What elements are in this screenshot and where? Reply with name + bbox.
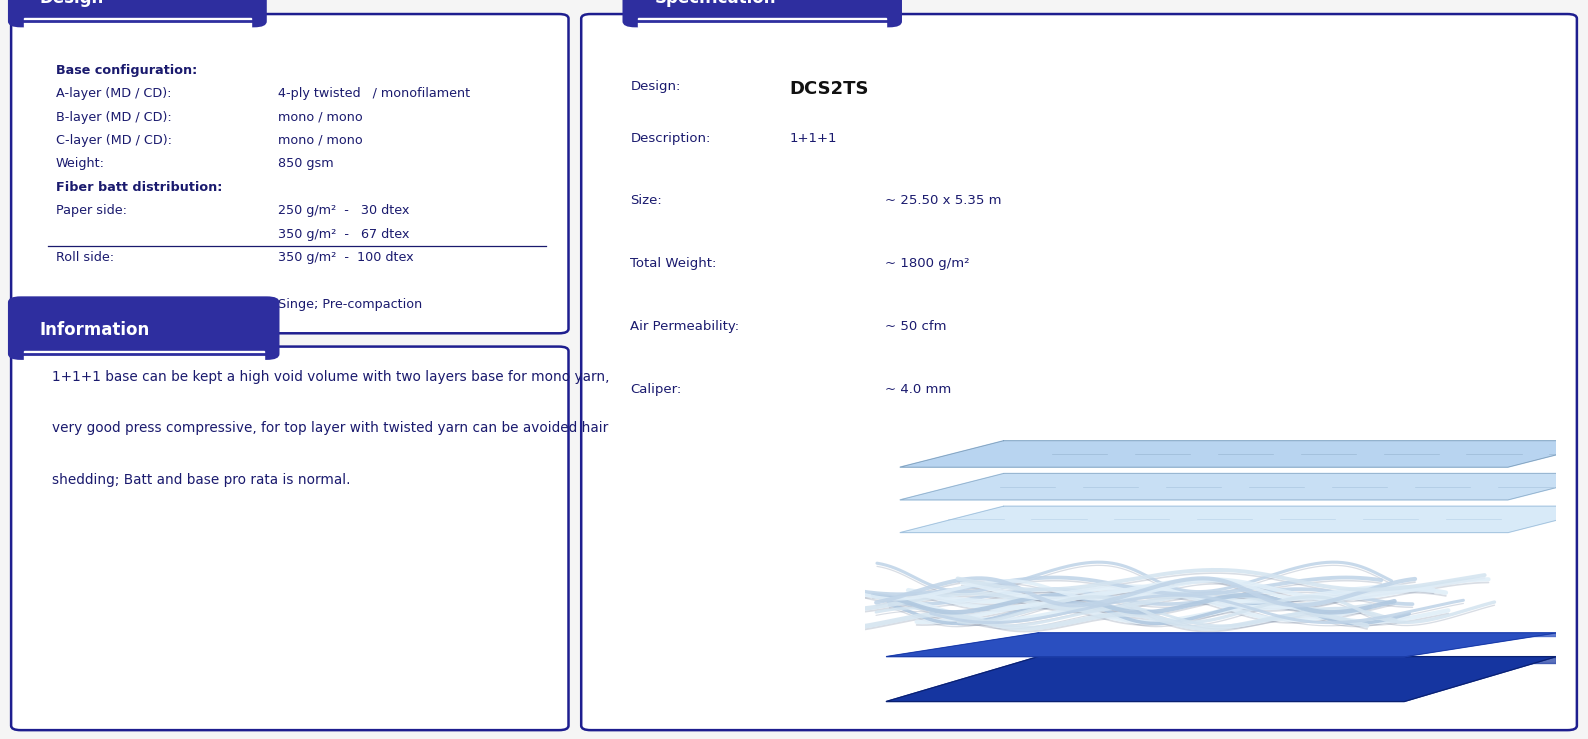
- Polygon shape: [1039, 657, 1556, 664]
- Text: Roll side:: Roll side:: [56, 251, 114, 264]
- Text: ~ 50 cfm: ~ 50 cfm: [885, 320, 946, 333]
- Text: very good press compressive, for top layer with twisted yarn can be avoided hair: very good press compressive, for top lay…: [52, 421, 608, 435]
- Polygon shape: [1004, 440, 1588, 445]
- Polygon shape: [1039, 633, 1556, 636]
- FancyBboxPatch shape: [8, 0, 267, 27]
- Text: Paper side:: Paper side:: [56, 204, 127, 217]
- Text: Caliper:: Caliper:: [630, 383, 681, 396]
- FancyBboxPatch shape: [622, 0, 902, 27]
- Text: Total Weight:: Total Weight:: [630, 257, 716, 270]
- Polygon shape: [886, 657, 1556, 701]
- Text: 250 g/m²  -   30 dtex: 250 g/m² - 30 dtex: [278, 204, 410, 217]
- Polygon shape: [1004, 506, 1588, 510]
- Text: 850 gsm: 850 gsm: [278, 157, 333, 170]
- Polygon shape: [886, 633, 1556, 657]
- Text: 1+1+1: 1+1+1: [789, 132, 837, 145]
- Text: Design: Design: [40, 0, 103, 7]
- Text: Base configuration:: Base configuration:: [56, 64, 197, 77]
- Bar: [21, 2, 254, 21]
- Polygon shape: [900, 474, 1588, 500]
- Text: 1+1+1 base can be kept a high void volume with two layers base for mono yarn,: 1+1+1 base can be kept a high void volum…: [52, 370, 610, 384]
- Text: Singe; Pre-compaction: Singe; Pre-compaction: [278, 298, 422, 310]
- FancyBboxPatch shape: [11, 347, 569, 730]
- FancyBboxPatch shape: [11, 14, 569, 333]
- Text: mono / mono: mono / mono: [278, 134, 362, 147]
- FancyBboxPatch shape: [8, 296, 279, 360]
- Text: ~ 25.50 x 5.35 m: ~ 25.50 x 5.35 m: [885, 194, 1000, 208]
- Text: DCS2TS: DCS2TS: [789, 80, 869, 98]
- Text: Treatment:: Treatment:: [56, 298, 135, 310]
- Text: 350 g/m²  -   67 dtex: 350 g/m² - 67 dtex: [278, 228, 410, 240]
- Polygon shape: [1004, 474, 1588, 477]
- Text: 350 g/m²  -  100 dtex: 350 g/m² - 100 dtex: [278, 251, 413, 264]
- FancyBboxPatch shape: [581, 14, 1577, 730]
- Bar: [635, 2, 889, 21]
- Text: Description:: Description:: [630, 132, 711, 145]
- Text: 4-ply twisted   / monofilament: 4-ply twisted / monofilament: [278, 87, 470, 100]
- Text: ~ 1800 g/m²: ~ 1800 g/m²: [885, 257, 969, 270]
- Bar: [21, 335, 267, 354]
- Bar: [24, 18, 251, 27]
- Text: mono / mono: mono / mono: [278, 111, 362, 123]
- Text: Fiber batt distribution:: Fiber batt distribution:: [56, 181, 222, 194]
- Text: A-layer (MD / CD):: A-layer (MD / CD):: [56, 87, 172, 100]
- Text: Design:: Design:: [630, 80, 681, 93]
- Text: C-layer (MD / CD):: C-layer (MD / CD):: [56, 134, 172, 147]
- Text: Size:: Size:: [630, 194, 662, 208]
- Polygon shape: [900, 440, 1588, 467]
- Bar: [638, 18, 886, 27]
- Text: Specification: Specification: [654, 0, 777, 7]
- Polygon shape: [900, 506, 1588, 533]
- Text: ~ 4.0 mm: ~ 4.0 mm: [885, 383, 951, 396]
- Text: Information: Information: [40, 321, 149, 339]
- Bar: [24, 351, 264, 360]
- Text: Weight:: Weight:: [56, 157, 105, 170]
- Text: Air Permeability:: Air Permeability:: [630, 320, 740, 333]
- Text: shedding; Batt and base pro rata is normal.: shedding; Batt and base pro rata is norm…: [52, 473, 351, 487]
- Text: B-layer (MD / CD):: B-layer (MD / CD):: [56, 111, 172, 123]
